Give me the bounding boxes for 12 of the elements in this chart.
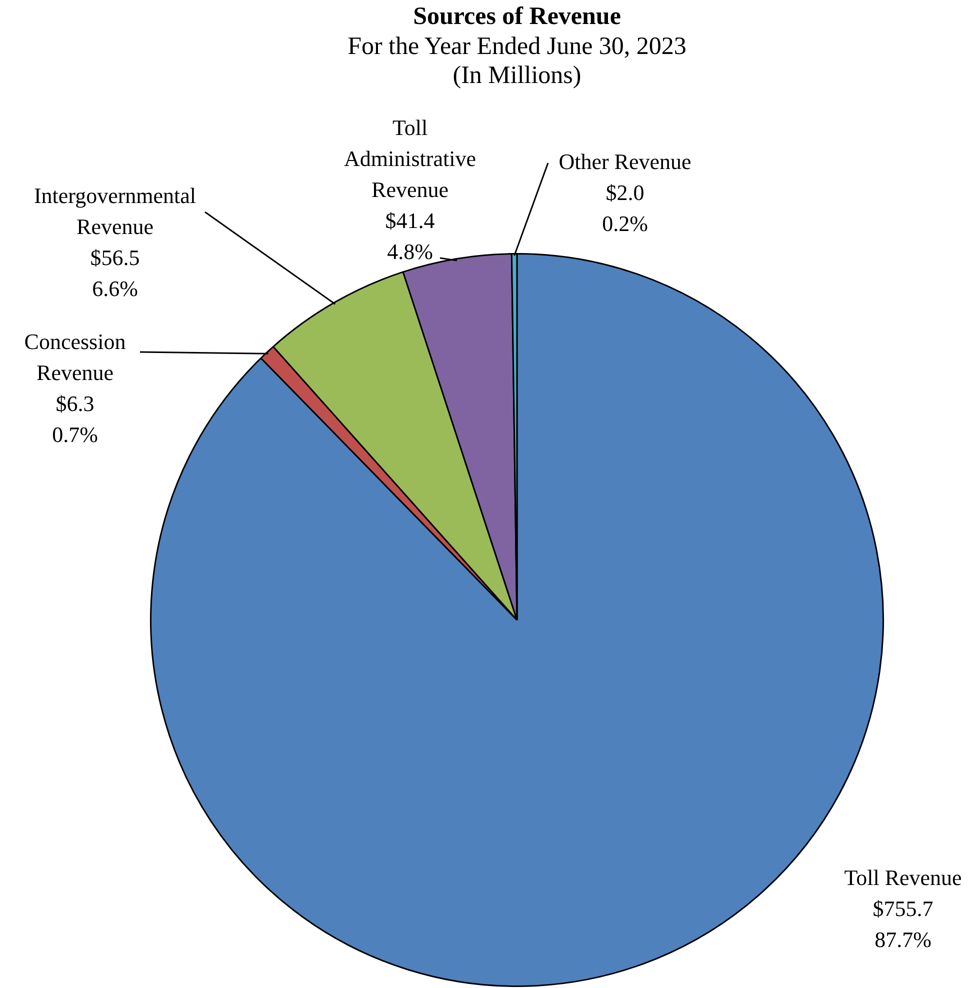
data-label: $6.3 0.7% bbox=[52, 390, 98, 447]
chart-subtitle: For the Year Ended June 30, 2023 (In Millions) bbox=[346, 32, 688, 90]
data-label: $41.4 4.8% bbox=[385, 208, 435, 264]
slice-label: Other Revenue bbox=[558, 148, 692, 174]
data-label: $755.7 87.7% bbox=[872, 896, 934, 952]
data-label: $56.5 6.6% bbox=[90, 244, 140, 301]
slice-label: Concession Revenue bbox=[24, 328, 126, 385]
chart-title: Sources of Revenue bbox=[412, 2, 622, 32]
data-label: $2.0 0.2% bbox=[602, 180, 648, 236]
slice-label: Toll Administrative Revenue bbox=[344, 114, 476, 202]
slice-label: Intergovernmental Revenue bbox=[34, 182, 196, 239]
slice-label: Toll Revenue bbox=[844, 864, 962, 890]
